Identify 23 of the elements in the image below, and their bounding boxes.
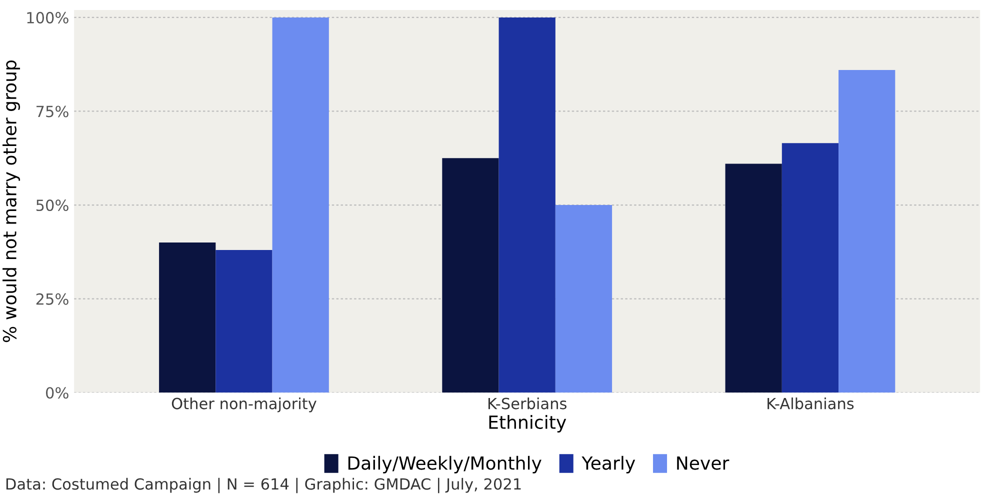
- y-tick-label: 50%: [36, 200, 68, 212]
- x-tick-label: K-Albanians: [768, 397, 854, 410]
- x-tick-label: K-Serbians: [488, 397, 566, 410]
- bar: [725, 164, 782, 393]
- bar: [782, 143, 839, 393]
- y-tick-label: 100%: [27, 12, 68, 24]
- y-axis-title: % would not marry other group: [2, 60, 20, 342]
- bar: [555, 205, 612, 393]
- x-tick-label: Other non-majority: [172, 397, 316, 412]
- legend-label: Never: [677, 456, 730, 470]
- bar: [498, 17, 556, 393]
- bar: [159, 242, 216, 393]
- legend-label: Daily/Weekly/Monthly: [348, 456, 542, 474]
- x-axis-title: Ethnicity: [489, 415, 566, 433]
- y-tick-label: 25%: [36, 293, 68, 305]
- legend-label: Yearly: [582, 456, 636, 474]
- y-tick-label: 75%: [36, 106, 68, 118]
- y-tick-label: 0%: [46, 387, 68, 399]
- bar: [838, 70, 896, 393]
- bar: [216, 250, 272, 393]
- bar: [442, 158, 499, 393]
- text: Data: Costumed Campaign | N = 614 | Graphic: GMDAC | July, 2021: [6, 478, 521, 494]
- bar: [272, 17, 329, 393]
